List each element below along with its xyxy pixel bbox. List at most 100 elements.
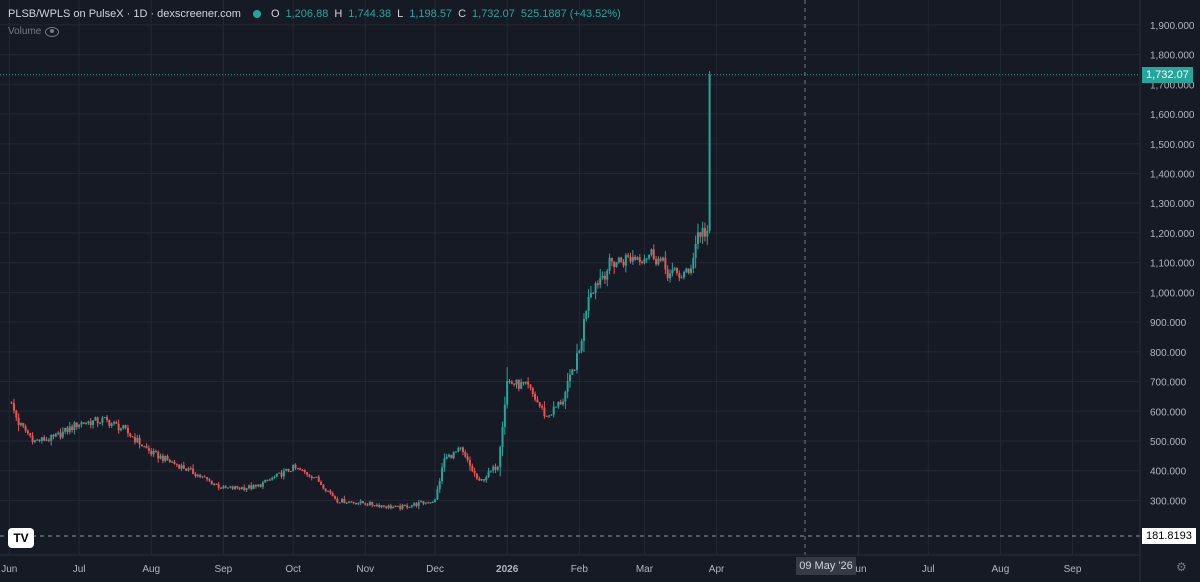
- open-value: 1,206.88: [285, 8, 329, 20]
- candle-body: [136, 437, 139, 443]
- x-tick-label: Jul: [73, 564, 86, 575]
- candle-body: [327, 490, 330, 492]
- candle-body: [152, 450, 155, 455]
- candle-body: [694, 244, 697, 259]
- candle-body: [676, 268, 679, 274]
- candle-body: [464, 451, 467, 457]
- candle-body: [303, 470, 306, 473]
- candle-body: [673, 268, 676, 270]
- candle-body: [434, 499, 437, 502]
- candle-body: [203, 476, 206, 478]
- candle-body: [285, 468, 288, 471]
- y-tick-label: 500.000: [1150, 437, 1187, 448]
- gear-icon[interactable]: ⚙: [1176, 560, 1187, 574]
- candle-body: [247, 485, 250, 489]
- candle-body: [338, 502, 341, 504]
- candle-body: [361, 501, 364, 504]
- candle-body: [438, 481, 441, 490]
- candle-body: [199, 474, 202, 477]
- candle-body: [215, 483, 218, 485]
- candle-body: [534, 394, 537, 400]
- candle-body: [478, 478, 481, 481]
- candle-body: [536, 399, 539, 403]
- candle-body: [108, 420, 111, 426]
- candle-body: [685, 268, 688, 273]
- candle-body: [150, 450, 153, 455]
- candle-body: [573, 369, 576, 371]
- candle-body: [208, 479, 211, 481]
- tradingview-logo-icon[interactable]: TV: [8, 528, 34, 548]
- candle-body: [587, 297, 590, 312]
- candle-body: [385, 506, 388, 508]
- candle-body: [47, 439, 50, 441]
- candle-body: [615, 262, 618, 267]
- candle-body: [194, 473, 197, 477]
- candle-body: [282, 470, 285, 477]
- candle-body: [627, 255, 630, 257]
- candle-body: [445, 456, 448, 459]
- candle-body: [71, 426, 74, 430]
- volume-label: Volume: [8, 26, 42, 37]
- candle-body: [187, 468, 190, 471]
- chart-legend: PLSB/WPLS on PulseX · 1D · dexscreener.c…: [8, 8, 621, 20]
- candle-body: [236, 486, 239, 489]
- candle-body: [331, 493, 334, 497]
- x-tick-label: Mar: [636, 564, 654, 575]
- candle-body: [73, 422, 76, 430]
- candle-body: [448, 454, 451, 457]
- eye-icon[interactable]: [45, 26, 60, 37]
- candle-body: [52, 434, 55, 437]
- x-tick-label: Sep: [214, 564, 232, 575]
- candle-body: [708, 74, 711, 231]
- candle-body: [85, 423, 88, 425]
- candle-body: [359, 501, 362, 504]
- price-axis-bg: [1140, 0, 1200, 582]
- candle-body: [264, 479, 267, 483]
- candle-body: [61, 431, 64, 438]
- candle-body: [294, 464, 297, 469]
- y-tick-label: 1,800.000: [1150, 51, 1195, 62]
- candle-body: [261, 482, 264, 487]
- candle-body: [527, 381, 530, 385]
- candle-body: [503, 404, 506, 427]
- candle-body: [624, 255, 627, 266]
- candle-body: [475, 473, 478, 479]
- candle-body: [320, 481, 323, 485]
- candle-body: [689, 268, 692, 273]
- candle-body: [513, 383, 516, 385]
- candle-body: [168, 460, 171, 462]
- candle-body: [601, 275, 604, 279]
- candle-body: [375, 504, 378, 506]
- candle-body: [94, 417, 97, 421]
- volume-indicator[interactable]: Volume: [8, 26, 60, 37]
- candle-body: [606, 270, 609, 280]
- candle-body: [17, 417, 20, 426]
- candle-body: [443, 458, 446, 468]
- symbol-title[interactable]: PLSB/WPLS on PulseX · 1D · dexscreener.c…: [8, 8, 241, 20]
- candle-body: [329, 490, 332, 494]
- candle-body: [620, 257, 623, 262]
- candle-body: [380, 505, 383, 508]
- candle-body: [185, 468, 188, 471]
- candle-body: [531, 387, 534, 395]
- candle-body: [520, 382, 523, 389]
- candle-body: [75, 422, 78, 428]
- candle-body: [119, 428, 122, 431]
- y-tick-label: 1,700.000: [1150, 80, 1195, 91]
- candle-body: [517, 379, 520, 389]
- candle-body: [657, 258, 660, 265]
- candle-body: [315, 476, 318, 478]
- x-tick-label: Aug: [992, 564, 1010, 575]
- candle-body: [634, 256, 637, 260]
- x-tick-label: Feb: [571, 564, 589, 575]
- candle-body: [238, 488, 241, 490]
- candle-body: [82, 422, 85, 424]
- x-tick-label: 2026: [496, 564, 519, 575]
- candle-body: [571, 369, 574, 375]
- candle-body: [159, 455, 162, 459]
- candle-body: [548, 415, 551, 417]
- candle-body: [173, 461, 176, 464]
- candle-body: [124, 425, 127, 428]
- candle-body: [278, 472, 281, 474]
